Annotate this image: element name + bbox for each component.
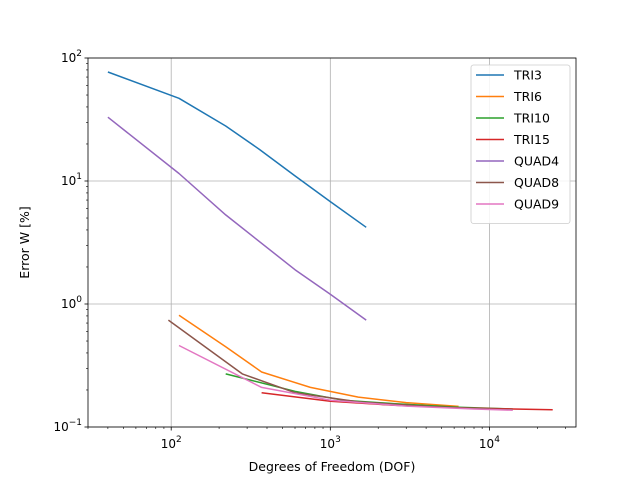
series-line-quad9 <box>178 344 513 411</box>
y-tick-label: 100 <box>61 295 82 311</box>
y-tick-label: 102 <box>61 49 82 65</box>
series-line-quad4 <box>107 116 367 321</box>
legend-label-tri3: TRI3 <box>513 68 542 83</box>
legend-box <box>470 64 571 224</box>
legend-label-tri10: TRI10 <box>513 111 550 126</box>
legend-label-quad8: QUAD8 <box>514 175 559 190</box>
legend: TRI3 TRI6 TRI10 TRI15 QUAD4 QUAD8 QUAD9 <box>470 64 571 224</box>
x-axis-label: Degrees of Freedom (DOF) <box>249 459 416 474</box>
y-axis-label: Error W [%] <box>17 206 32 278</box>
legend-label-tri6: TRI6 <box>513 89 542 104</box>
x-tick-label: 104 <box>479 435 500 451</box>
legend-label-quad4: QUAD4 <box>514 154 559 169</box>
plot-area <box>107 71 553 411</box>
legend-label-quad9: QUAD9 <box>514 197 559 212</box>
series-line-tri6 <box>178 314 459 408</box>
x-tick-label: 102 <box>161 435 182 451</box>
y-tick-label: 101 <box>61 172 82 188</box>
x-tick-label: 103 <box>320 435 341 451</box>
ticks: 102 103 104 10−1 100 101 102 <box>53 49 566 451</box>
legend-label-tri15: TRI15 <box>513 132 550 147</box>
series-line-tri3 <box>107 71 367 228</box>
axes-frame <box>87 57 577 428</box>
y-tick-label: 10−1 <box>53 418 82 434</box>
